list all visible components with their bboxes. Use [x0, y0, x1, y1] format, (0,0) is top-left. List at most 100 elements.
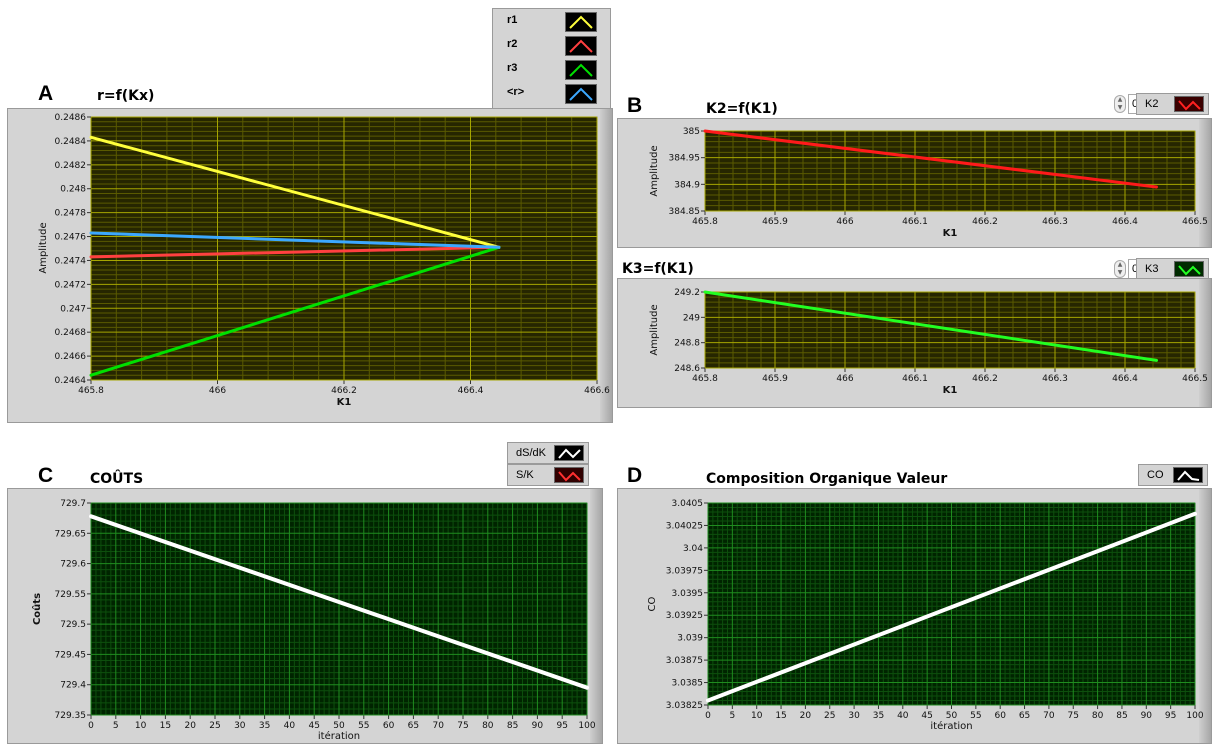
- x-axis-label: itération: [930, 720, 972, 732]
- y-axis-label: Coûts: [31, 593, 43, 625]
- x-tick-label: 50: [946, 711, 958, 721]
- y-axis-label: Amplitude: [38, 222, 49, 273]
- x-tick-label: 45: [308, 721, 319, 731]
- panel-title-c: COÛTS: [90, 471, 144, 487]
- x-tick-label: 40: [284, 721, 296, 731]
- series-line-dsdk: [89, 514, 589, 690]
- y-tick-label: 384.85: [669, 207, 701, 217]
- y-tick-label: 0.2484: [55, 137, 87, 147]
- series-line-r2: [89, 245, 501, 259]
- x-tick-label: 75: [457, 721, 468, 731]
- y-tick-label: 3.04025: [666, 521, 703, 531]
- x-tick-label: 25: [209, 721, 220, 731]
- x-axis-label: K1: [943, 228, 958, 239]
- x-tick-label: 10: [135, 721, 147, 731]
- legend-label: dS/dK: [516, 447, 546, 459]
- y-tick-label: 248.8: [674, 339, 700, 349]
- panel-title-d: Composition Organique Valeur: [706, 471, 948, 487]
- legend-item-r2[interactable]: r2: [493, 34, 610, 58]
- legend-sk[interactable]: S/K: [507, 464, 589, 486]
- series-line-r1: [89, 135, 501, 249]
- y-tick-label: 0.2482: [55, 161, 87, 171]
- series-line-k3: [703, 290, 1158, 362]
- y-tick-label: 729.4: [60, 681, 86, 691]
- x-tick-label: 20: [800, 711, 812, 721]
- x-tick-label: 466.1: [902, 374, 928, 384]
- y-tick-label: 248.6: [674, 364, 700, 374]
- x-tick-label: 35: [873, 711, 884, 721]
- x-tick-label: 55: [358, 721, 369, 731]
- x-tick-label: 466.4: [1112, 374, 1138, 384]
- x-tick-label: 15: [160, 721, 171, 731]
- legend-label: S/K: [516, 469, 534, 481]
- x-tick-label: 20: [184, 721, 196, 731]
- y-tick-label: 3.03875: [666, 656, 703, 666]
- x-tick-label: 100: [1186, 711, 1203, 721]
- y-tick-label: 0.2464: [55, 376, 87, 386]
- x-axis-label: itération: [318, 730, 360, 742]
- y-tick-label: 0.2478: [55, 209, 87, 219]
- y-tick-label: 729.6: [60, 560, 86, 570]
- x-tick-label: 466.2: [972, 217, 998, 227]
- x-tick-label: 30: [234, 721, 246, 731]
- legend-item-mean-r[interactable]: <r>: [493, 82, 610, 106]
- x-tick-label: 5: [113, 721, 119, 731]
- legend-k2-box[interactable]: K2: [1136, 93, 1209, 115]
- legend-a: r1 r2 r3 <r>: [492, 8, 611, 110]
- x-tick-label: 25: [824, 711, 835, 721]
- y-tick-label: 385: [683, 127, 700, 137]
- spinner-arrows-icon[interactable]: ▲ ▼: [1114, 95, 1126, 113]
- y-tick-label: 0.2476: [55, 233, 87, 243]
- y-tick-label: 729.45: [55, 650, 87, 660]
- x-tick-label: 466: [836, 217, 853, 227]
- y-tick-label: 3.03925: [666, 611, 703, 621]
- x-tick-label: 466.2: [331, 386, 357, 396]
- x-tick-label: 65: [408, 721, 419, 731]
- legend-label: r1: [507, 14, 518, 26]
- x-tick-label: 80: [482, 721, 494, 731]
- legend-item-r1[interactable]: r1: [493, 10, 610, 34]
- y-tick-label: 0.2474: [55, 256, 87, 266]
- legend-co[interactable]: CO: [1138, 464, 1208, 486]
- line-style-icon: [565, 12, 597, 32]
- y-tick-label: 729.35: [55, 711, 87, 721]
- panel-title-b: K2=f(K1): [706, 101, 778, 117]
- spinner-arrows-icon[interactable]: ▲ ▼: [1114, 260, 1126, 278]
- x-axis-label: K1: [337, 397, 352, 408]
- x-tick-label: 35: [259, 721, 270, 731]
- x-tick-label: 75: [1068, 711, 1079, 721]
- y-tick-label: 0.248: [60, 185, 86, 195]
- x-axis-label: K1: [943, 385, 958, 396]
- y-tick-label: 0.2472: [55, 280, 87, 290]
- x-tick-label: 466.6: [584, 386, 610, 396]
- plot-area-B: [704, 130, 1196, 212]
- y-tick-label: 0.2466: [55, 352, 87, 362]
- x-tick-label: 465.8: [692, 374, 718, 384]
- line-style-icon: [554, 445, 584, 461]
- x-tick-label: 0: [88, 721, 94, 731]
- x-tick-label: 85: [507, 721, 518, 731]
- y-tick-label: 3.0395: [672, 589, 704, 599]
- x-tick-label: 95: [556, 721, 567, 731]
- series-line-r: [89, 231, 501, 249]
- panel-title-b2: K3=f(K1): [622, 261, 694, 277]
- line-style-icon: [565, 60, 597, 80]
- legend-item-r3[interactable]: r3: [493, 58, 610, 82]
- x-tick-label: 70: [432, 721, 444, 731]
- legend-label: K3: [1145, 263, 1159, 275]
- x-tick-label: 5: [729, 711, 735, 721]
- x-tick-label: 465.9: [762, 217, 788, 227]
- x-tick-label: 60: [383, 721, 395, 731]
- x-tick-label: 40: [897, 711, 909, 721]
- legend-dsdk[interactable]: dS/dK: [507, 442, 589, 464]
- y-tick-label: 249: [683, 313, 700, 323]
- y-axis-label: CO: [647, 596, 658, 611]
- x-tick-label: 70: [1043, 711, 1055, 721]
- x-tick-label: 466.5: [1182, 217, 1208, 227]
- x-tick-label: 85: [1116, 711, 1127, 721]
- x-tick-label: 0: [705, 711, 711, 721]
- x-tick-label: 466.2: [972, 374, 998, 384]
- legend-label: K2: [1145, 98, 1159, 110]
- y-tick-label: 3.0385: [672, 679, 704, 689]
- series-line-r3: [89, 245, 501, 377]
